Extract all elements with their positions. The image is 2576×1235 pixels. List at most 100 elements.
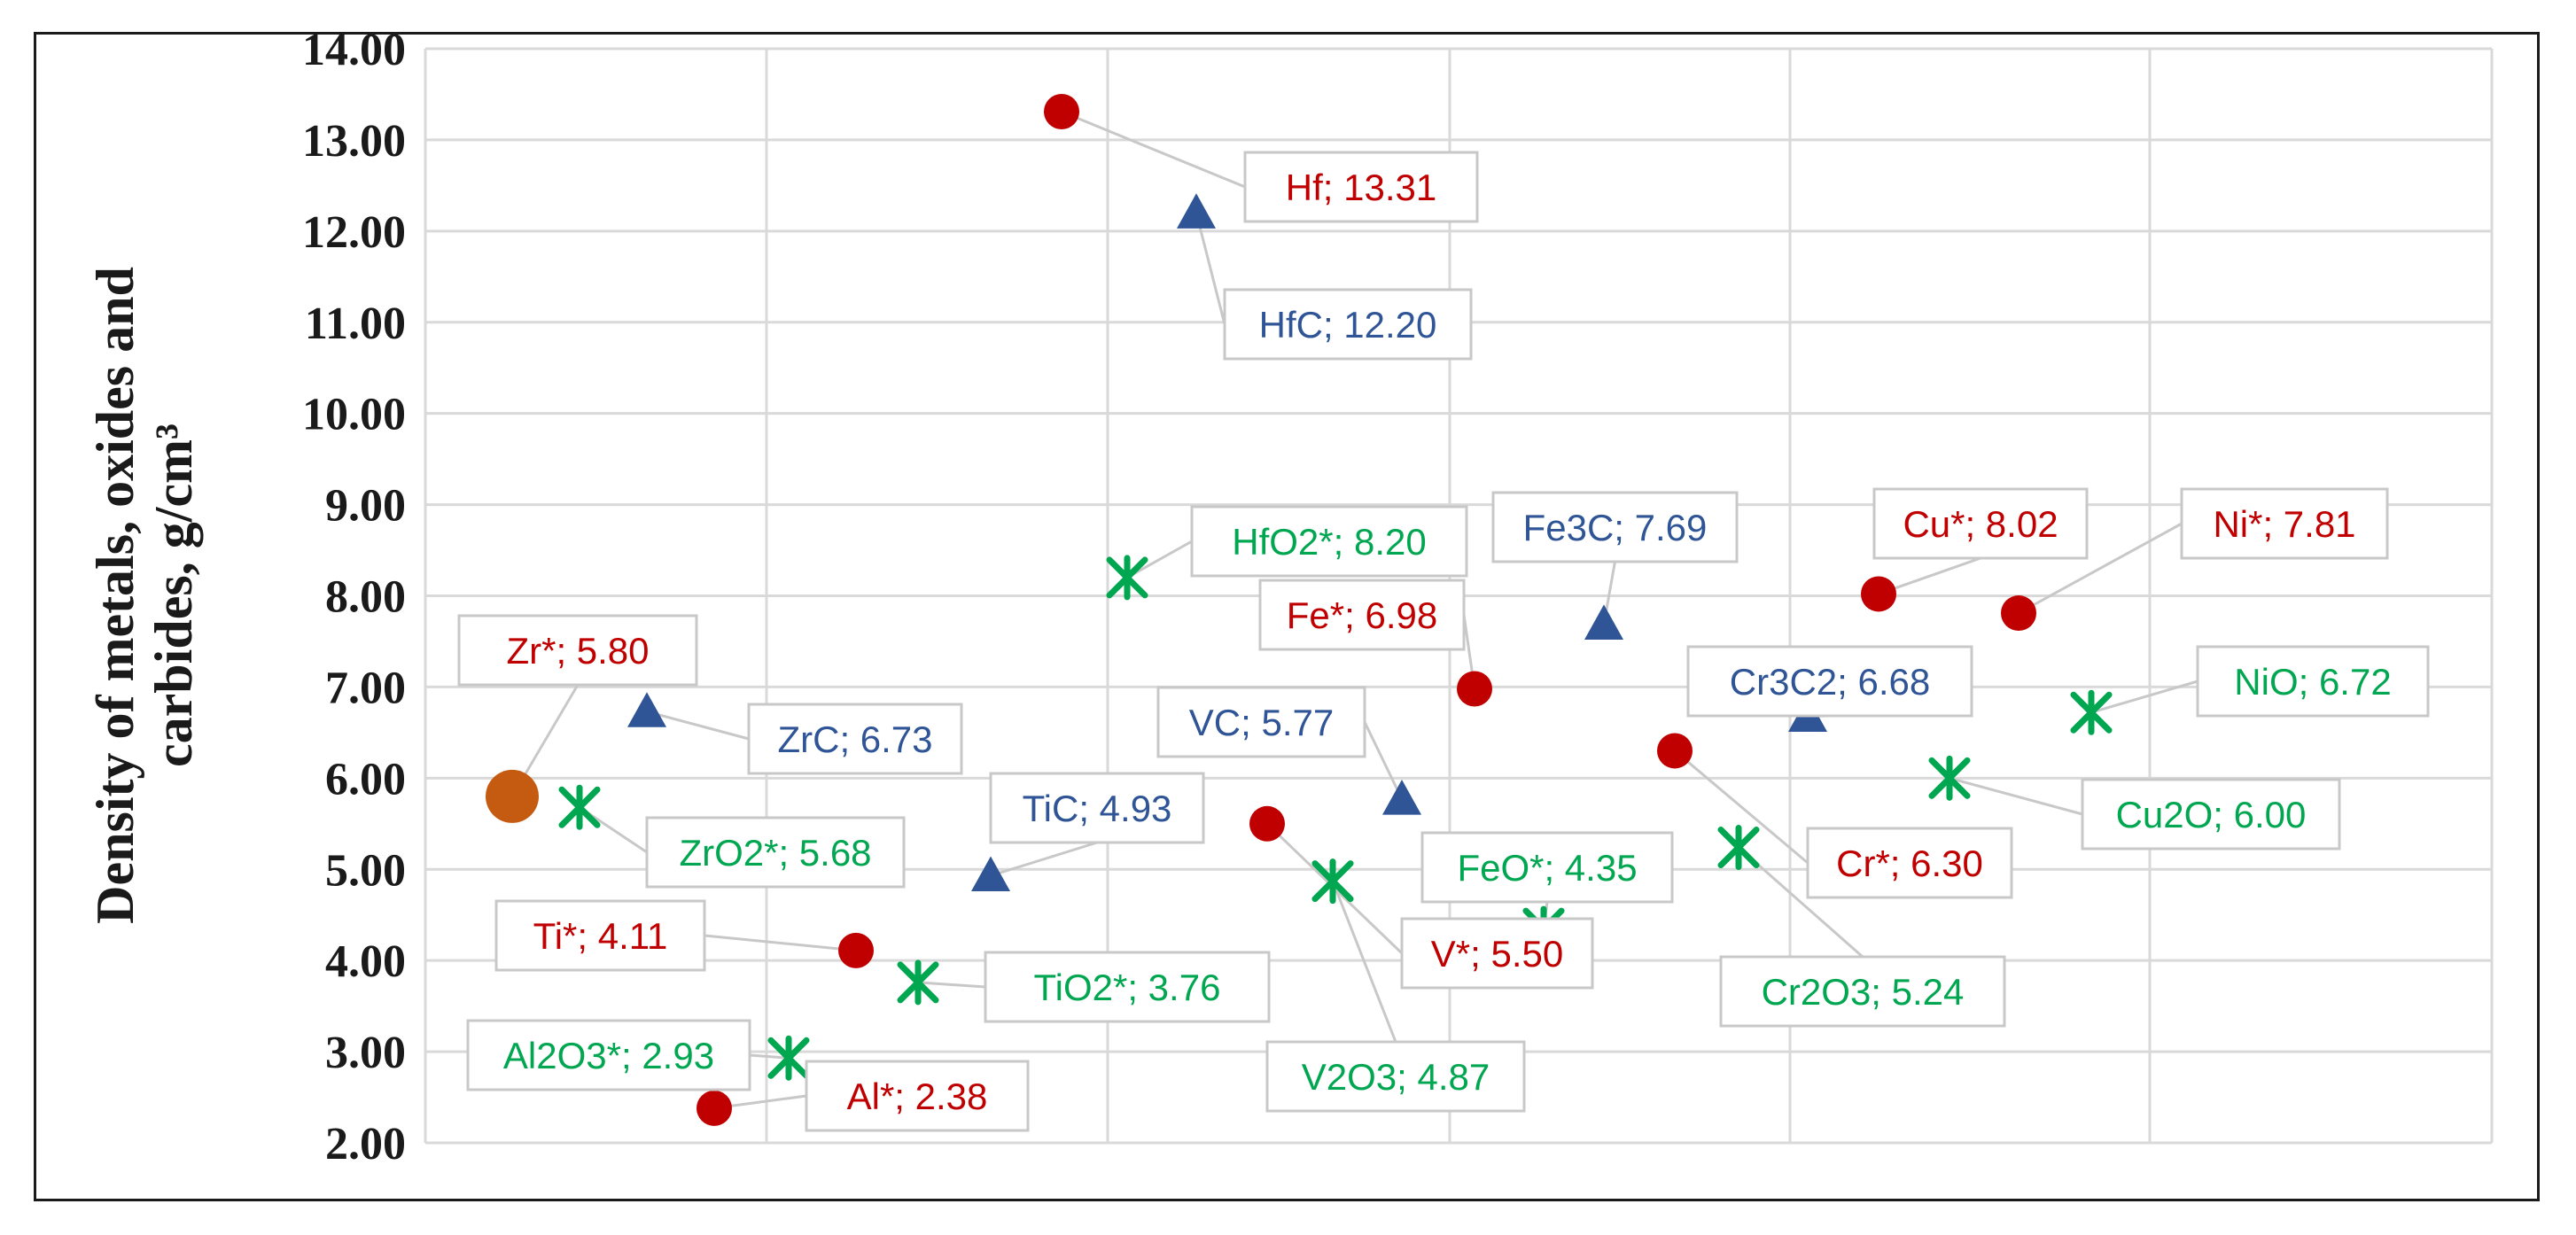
data-label: Cr2O3; 5.24 — [1762, 971, 1965, 1013]
y-tick-label: 10.00 — [302, 390, 406, 440]
data-label-box — [1258, 579, 1466, 651]
oxide-point-marker — [558, 784, 601, 830]
data-label: ZrO2*; 5.68 — [679, 832, 871, 874]
data-label: V*; 5.50 — [1431, 933, 1563, 975]
data-label: Hf; 13.31 — [1286, 167, 1436, 208]
data-label: Cr3C2; 6.68 — [1730, 661, 1930, 703]
data-label: TiO2*; 3.76 — [1034, 967, 1221, 1008]
metal-point-marker — [1249, 805, 1285, 842]
data-label-box — [1806, 827, 2013, 899]
carbide-point-marker — [971, 856, 1010, 892]
figure-frame — [34, 32, 2540, 1201]
grid — [424, 47, 2494, 1145]
leader-line — [917, 981, 986, 989]
data-label-box — [989, 772, 1205, 844]
y-tick-label: 2.00 — [325, 1119, 406, 1169]
carbide-point-marker — [1382, 780, 1421, 815]
data-label-box — [747, 703, 963, 775]
leader-line — [1949, 776, 2083, 816]
data-label: Cr*; 6.30 — [1836, 843, 1983, 884]
oxide-point-marker — [1928, 755, 1971, 801]
y-tick-label: 3.00 — [325, 1028, 406, 1078]
data-label: Ti*; 4.11 — [533, 915, 668, 957]
data-label-box — [1400, 917, 1594, 990]
leader-line — [1331, 881, 1397, 1043]
carbide-point-marker — [627, 692, 666, 727]
data-label: Al*; 2.38 — [847, 1076, 988, 1117]
data-label-box — [2196, 645, 2430, 718]
data-label-box — [1686, 645, 1973, 718]
data-labels: Zr*; 5.80 ZrC; 6.73 ZrO2*; 5.68 Al*; 2.38 Al… — [457, 151, 2430, 1132]
oxide-point-marker — [1311, 858, 1354, 905]
data-label: FeO*; 4.35 — [1457, 847, 1637, 889]
carbide-point-marker — [1584, 604, 1623, 641]
data-label: Zr*; 5.80 — [506, 630, 649, 672]
y-tick-label: 5.00 — [325, 845, 406, 896]
oxide-point-marker — [767, 1035, 810, 1081]
data-label: TiC; 4.93 — [1023, 788, 1172, 829]
leader-line — [990, 841, 1098, 877]
markers — [486, 94, 2113, 1126]
data-label-box — [1190, 505, 1468, 578]
leader-line — [2018, 522, 2183, 615]
metal-point-marker — [1861, 576, 1896, 612]
data-label-box — [805, 1060, 1030, 1132]
metal-point-marker — [838, 932, 874, 968]
y-axis: 2.00 3.00 4.00 5.00 6.00 7.00 8.00 9.00 10.00 11.… — [302, 25, 406, 1169]
data-label-box — [2081, 778, 2341, 851]
y-tick-label: 13.00 — [302, 116, 406, 167]
data-label-box — [494, 899, 706, 972]
y-tick-label: 12.00 — [302, 207, 406, 258]
data-label: Fe3C; 7.69 — [1523, 507, 1708, 548]
oxide-point-marker — [1106, 555, 1148, 601]
metal-point-marker — [1457, 671, 1492, 707]
data-label-box — [457, 614, 698, 687]
data-label: Al2O3*; 2.93 — [503, 1035, 714, 1076]
data-label-box — [2180, 487, 2389, 560]
data-label: HfC; 12.20 — [1259, 304, 1437, 346]
y-tick-label: 6.00 — [325, 754, 406, 804]
y-axis-title: Density of metals, oxides andcarbides, g… — [86, 267, 203, 924]
data-label: NiO; 6.72 — [2234, 661, 2391, 703]
data-label-box — [1491, 491, 1739, 563]
data-label-box — [1156, 686, 1366, 758]
data-label-box — [645, 816, 906, 889]
leader-line — [704, 934, 857, 952]
data-label: Fe*; 6.98 — [1287, 594, 1437, 636]
metal-point-marker — [697, 1090, 732, 1126]
metal-point-marker — [1044, 94, 1079, 130]
data-label: HfO2*; 8.20 — [1232, 521, 1426, 563]
leader-line — [1363, 721, 1404, 800]
metal-point-marker — [2001, 595, 2036, 632]
metal-point-marker — [486, 769, 539, 823]
y-tick-label: 11.00 — [305, 299, 406, 349]
data-label-box — [466, 1019, 751, 1091]
leader-line — [1061, 110, 1246, 189]
data-label: Ni*; 7.81 — [2213, 503, 2355, 545]
carbide-point-marker — [1177, 193, 1216, 229]
data-label-box — [1420, 831, 1674, 904]
metal-point-marker — [1657, 733, 1693, 769]
oxide-point-marker — [897, 959, 939, 1006]
data-label: ZrC; 6.73 — [777, 718, 932, 760]
oxide-point-marker — [1717, 825, 1760, 871]
data-label-box — [984, 951, 1271, 1023]
data-label: VC; 5.77 — [1189, 702, 1334, 743]
leader-line — [646, 710, 750, 741]
leader-line — [749, 1053, 790, 1060]
data-label: Cu2O; 6.00 — [2116, 794, 2307, 835]
data-label-box — [1265, 1040, 1526, 1113]
data-label-box — [1719, 955, 2006, 1028]
leader-line — [1878, 556, 1981, 595]
y-tick-label: 9.00 — [325, 481, 406, 532]
y-tick-label: 8.00 — [325, 572, 406, 623]
data-label-box — [1872, 487, 2089, 560]
leader-line — [1195, 212, 1226, 325]
y-tick-label: 14.00 — [302, 25, 406, 75]
leader-line — [1126, 540, 1193, 579]
leader-line — [1674, 750, 1809, 865]
data-label-box — [1243, 151, 1479, 223]
data-label-box — [1223, 288, 1473, 361]
y-tick-label: 4.00 — [325, 936, 406, 987]
